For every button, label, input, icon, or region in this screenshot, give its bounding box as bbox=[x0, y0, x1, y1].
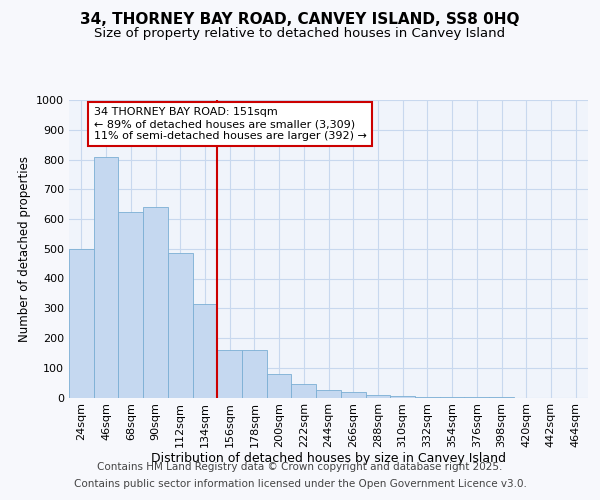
Bar bbox=[415, 396, 440, 398]
Text: Contains HM Land Registry data © Crown copyright and database right 2025.: Contains HM Land Registry data © Crown c… bbox=[97, 462, 503, 472]
Bar bbox=[69, 249, 94, 398]
Bar bbox=[267, 374, 292, 398]
Bar bbox=[168, 253, 193, 398]
Text: 34 THORNEY BAY ROAD: 151sqm
← 89% of detached houses are smaller (3,309)
11% of : 34 THORNEY BAY ROAD: 151sqm ← 89% of det… bbox=[94, 108, 367, 140]
Bar bbox=[118, 212, 143, 398]
Bar bbox=[193, 304, 217, 398]
Bar bbox=[217, 350, 242, 398]
Text: 34, THORNEY BAY ROAD, CANVEY ISLAND, SS8 0HQ: 34, THORNEY BAY ROAD, CANVEY ISLAND, SS8… bbox=[80, 12, 520, 28]
Text: Size of property relative to detached houses in Canvey Island: Size of property relative to detached ho… bbox=[94, 28, 506, 40]
Bar bbox=[242, 350, 267, 398]
Bar bbox=[341, 392, 365, 398]
X-axis label: Distribution of detached houses by size in Canvey Island: Distribution of detached houses by size … bbox=[151, 452, 506, 464]
Y-axis label: Number of detached properties: Number of detached properties bbox=[17, 156, 31, 342]
Bar bbox=[292, 384, 316, 398]
Text: Contains public sector information licensed under the Open Government Licence v3: Contains public sector information licen… bbox=[74, 479, 526, 489]
Bar bbox=[365, 394, 390, 398]
Bar bbox=[94, 156, 118, 398]
Bar bbox=[440, 397, 464, 398]
Bar bbox=[143, 207, 168, 398]
Bar bbox=[316, 390, 341, 398]
Bar bbox=[390, 396, 415, 398]
